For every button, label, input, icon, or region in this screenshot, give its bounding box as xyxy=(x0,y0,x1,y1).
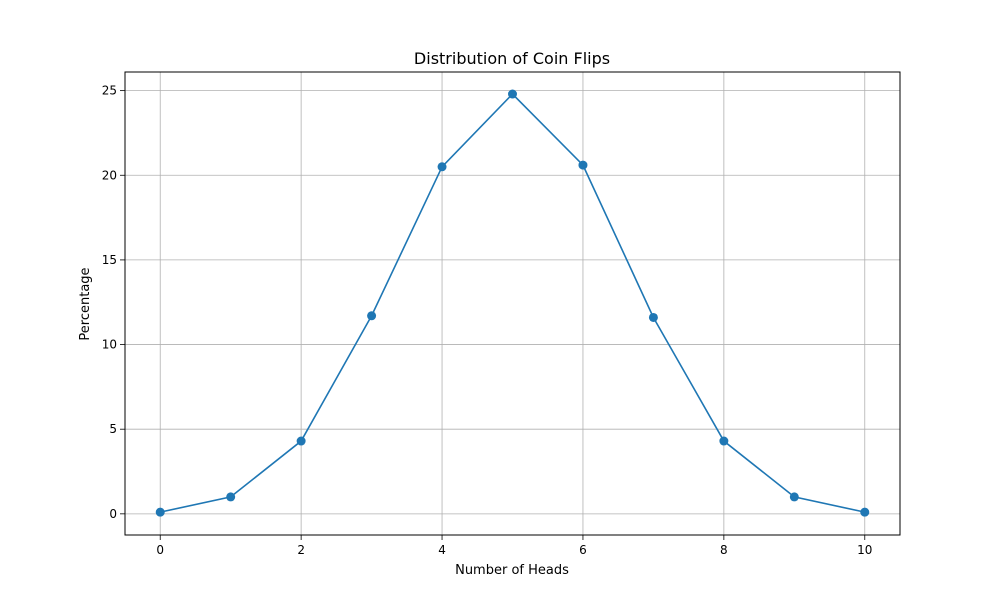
data-point xyxy=(719,436,729,446)
x-axis-label: Number of Heads xyxy=(455,563,569,578)
plot-frame xyxy=(124,71,901,536)
data-point xyxy=(437,162,447,172)
data-point xyxy=(226,492,236,502)
data-point xyxy=(508,89,517,99)
x-tick-label: 10 xyxy=(857,543,872,557)
grid xyxy=(125,72,900,535)
y-tick-label: 10 xyxy=(102,338,117,352)
ticks: 0 2 4 6 8 10 0 5 10 15 20 25 xyxy=(102,84,873,557)
y-tick-label: 25 xyxy=(102,84,117,98)
data-point xyxy=(789,492,799,502)
data-point xyxy=(578,160,588,170)
x-tick-label: 2 xyxy=(297,543,305,557)
x-tick-label: 8 xyxy=(720,543,728,557)
data-point xyxy=(860,507,870,517)
series-group xyxy=(155,89,870,517)
data-point xyxy=(648,312,658,322)
chart-title: Distribution of Coin Flips xyxy=(414,49,610,68)
data-point xyxy=(367,311,377,321)
x-tick-label: 4 xyxy=(438,543,446,557)
data-point xyxy=(155,507,165,517)
y-tick-label: 0 xyxy=(109,507,117,521)
x-tick-label: 0 xyxy=(156,543,164,557)
x-tick-label: 6 xyxy=(579,543,587,557)
y-tick-label: 15 xyxy=(102,253,117,267)
y-tick-label: 20 xyxy=(102,168,117,182)
y-tick-label: 5 xyxy=(109,422,117,436)
y-axis-label: Percentage xyxy=(78,267,93,340)
data-point xyxy=(296,436,306,446)
